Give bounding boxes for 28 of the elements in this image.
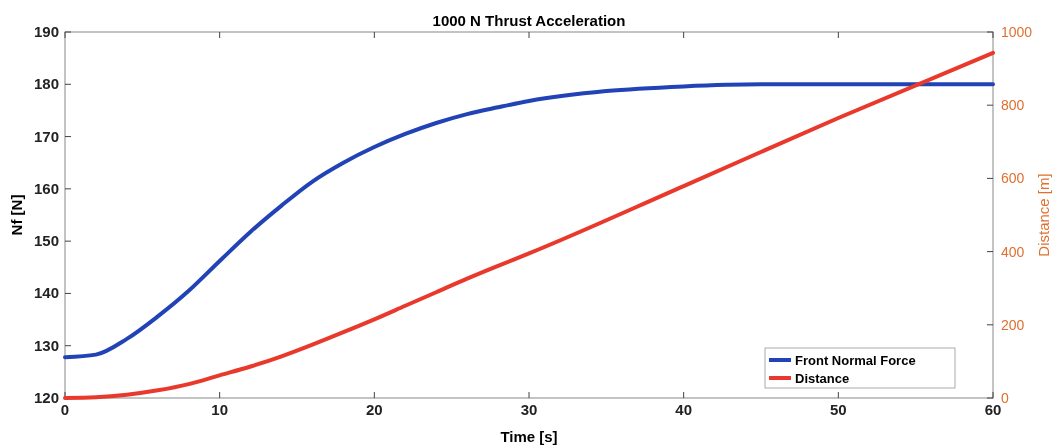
- y2-tick-label: 200: [1001, 316, 1025, 333]
- y-tick-label: 120: [33, 389, 59, 406]
- legend-label: Distance: [795, 371, 850, 386]
- x-tick-label: 60: [984, 401, 1002, 418]
- y2-tick-label: 1000: [1001, 24, 1033, 40]
- x-tick-label: 30: [520, 401, 538, 418]
- y-tick-label: 180: [33, 75, 59, 93]
- y2-tick-label: 600: [1001, 170, 1025, 187]
- x-tick-label: 20: [365, 401, 383, 418]
- x-tick-label: 10: [211, 401, 229, 418]
- y2-tick-label: 800: [1001, 97, 1025, 114]
- line-series: [63, 50, 995, 400]
- x-tick-label: 50: [829, 401, 847, 418]
- y-tick-label: 130: [33, 336, 59, 354]
- legend-label: Front Normal Force: [795, 353, 916, 368]
- y-tick-label: 140: [33, 284, 59, 302]
- y-tick-label: 160: [33, 179, 59, 197]
- y2-tick-label: 0: [1001, 390, 1009, 406]
- x-tick-label: 0: [60, 401, 70, 418]
- y-tick-label: 150: [33, 232, 59, 250]
- y-axis-title: Nf [N]: [8, 194, 25, 236]
- chart-title: 1000 N Thrust Acceleration: [432, 12, 626, 29]
- x-tick-label: 40: [675, 401, 693, 418]
- y2-axis-title: Distance [m]: [1035, 173, 1052, 257]
- y-tick-label: 190: [33, 23, 59, 40]
- x-axis-title: Time [s]: [500, 428, 558, 445]
- y-tick-label: 170: [33, 127, 59, 145]
- y2-tick-label: 400: [1001, 243, 1025, 260]
